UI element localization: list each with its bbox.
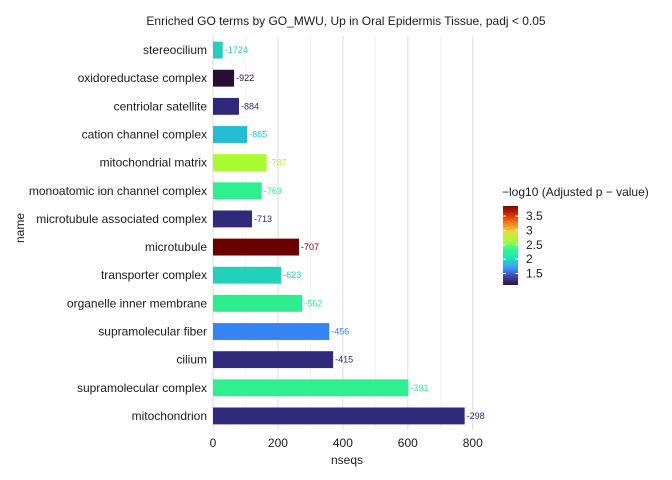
bar (213, 294, 303, 312)
bar (213, 407, 465, 425)
data-label: -391 (410, 383, 428, 393)
bars (213, 41, 465, 425)
legend-tick-label: 3.5 (526, 209, 543, 223)
bar (213, 266, 282, 284)
data-label: -707 (301, 242, 319, 252)
bar (213, 323, 330, 340)
bar (213, 379, 409, 397)
legend-tick-label: 1.5 (526, 267, 543, 281)
data-label: -922 (236, 73, 254, 83)
data-label: -1724 (225, 45, 248, 55)
category-label: monoatomic ion channel complex (29, 184, 207, 198)
bar (213, 210, 252, 228)
category-label: microtubule (145, 240, 207, 254)
category-label: oxidoreductase complex (78, 71, 207, 85)
gridlines (212, 36, 474, 430)
category-label: transporter complex (101, 268, 207, 282)
category-label: supramolecular complex (77, 381, 207, 395)
data-label: -456 (331, 327, 349, 337)
legend-tick-label: 3 (526, 223, 533, 237)
data-label: -562 (304, 298, 322, 308)
legend-title: −log10 (Adjusted p − value) (502, 185, 649, 199)
category-labels: stereocilium oxidoreductase complex centri… (29, 43, 207, 423)
x-tick-label: 800 (463, 436, 483, 450)
data-label: -623 (283, 270, 301, 280)
bar (213, 182, 262, 200)
legend-tick-label: 2.5 (526, 238, 543, 252)
category-label: mitochondrial matrix (100, 156, 207, 170)
data-labels: -1724 -922 -884 -865 -787 -769 -713 -707 -623 -56… (225, 45, 485, 421)
bar (213, 97, 239, 115)
bar (213, 69, 235, 87)
bar (213, 238, 300, 256)
x-tick-labels: 0 200 400 600 800 (210, 436, 483, 450)
category-label: mitochondrion (132, 409, 207, 423)
category-label: centriolar satellite (114, 99, 208, 113)
x-axis-title: nseqs (331, 453, 363, 467)
x-tick-label: 600 (398, 436, 418, 450)
category-label: supramolecular fiber (98, 325, 207, 339)
data-label: -787 (269, 158, 287, 168)
data-label: -713 (254, 214, 272, 224)
bar (213, 41, 223, 59)
chart-title: Enriched GO terms by GO_MWU, Up in Oral … (146, 14, 545, 28)
data-label: -884 (241, 101, 259, 111)
legend-colorbar (503, 206, 518, 285)
legend-ticks: 3.532.521.5 (503, 209, 543, 281)
colorbar-legend: −log10 (Adjusted p − value) 3.532.521.5 (502, 185, 649, 285)
category-label: cilium (176, 353, 207, 367)
category-label: cation channel complex (82, 128, 207, 142)
y-axis-title: name (13, 213, 27, 243)
bar (213, 126, 248, 143)
x-tick-label: 200 (268, 436, 288, 450)
data-label: -769 (264, 186, 282, 196)
category-label: organelle inner membrane (67, 296, 207, 310)
data-label: -415 (335, 355, 353, 365)
data-label: -865 (249, 130, 267, 140)
data-label: -298 (467, 411, 485, 421)
x-tick-label: 0 (210, 436, 217, 450)
legend-tick-label: 2 (526, 252, 533, 266)
bar (213, 154, 267, 172)
bar (213, 351, 334, 369)
x-tick-label: 400 (333, 436, 353, 450)
category-label: stereocilium (143, 43, 207, 57)
category-label: microtubule associated complex (36, 212, 207, 226)
